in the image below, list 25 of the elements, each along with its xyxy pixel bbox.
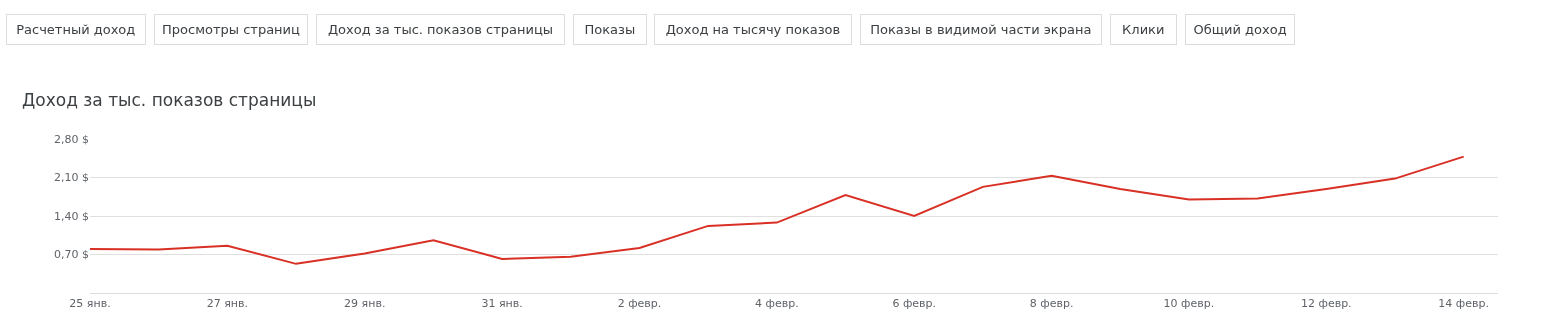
text: Показы [584,22,636,37]
y-tick-label: 2,10 $ [54,171,89,185]
y-tick-label: 1,40 $ [54,209,89,223]
x-tick-label: 29 янв. [344,297,386,311]
x-tick-label: 14 февр. [1438,297,1489,311]
x-tick-label: 27 янв. [206,297,249,311]
y-tick-label: 2,80 $ [54,132,89,146]
text: Общий доход [1193,22,1287,37]
x-tick-label: 31 янв. [481,297,523,311]
x-tick-label: 2 февр. [617,297,662,311]
text: Доход за тыс. показов страницы [327,22,554,37]
x-tick-label: 8 февр. [1029,297,1074,311]
x-tick-label: 12 февр. [1300,297,1352,311]
line-series [90,155,1465,265]
text: Клики [1122,22,1165,37]
text: Расчетный доход [16,22,136,37]
x-tick-label: 10 февр. [1163,297,1215,311]
chart-title: Доход за тыс. показов страницы [22,89,317,110]
text: Доход на тысячу показов [665,22,841,37]
x-tick-label: 4 февр. [755,297,799,311]
y-tick-label: 0,70 $ [54,248,89,262]
x-tick-label: 6 февр. [892,297,937,311]
text: Просмотры страниц [162,22,301,37]
text: Показы в видимой части экрана [870,22,1092,37]
x-tick-label: 25 янв. [69,297,111,311]
